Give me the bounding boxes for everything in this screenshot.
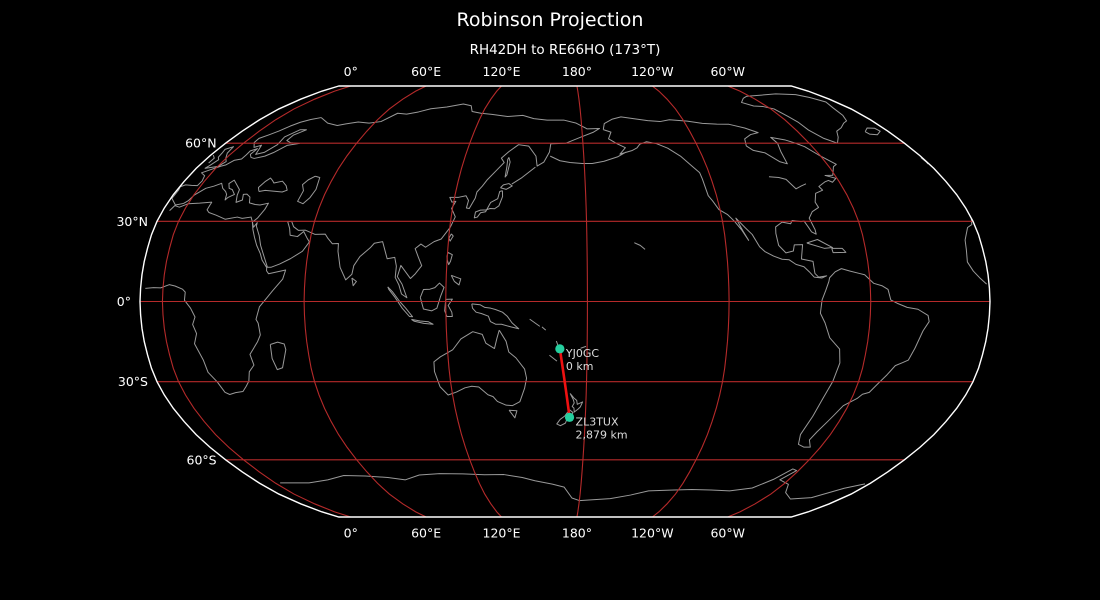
lat-tick-label: 0° [117,294,131,309]
station-callsign-label: ZL3TUX [576,415,619,428]
station-distance-label: 0 km [566,360,594,373]
lat-tick-label: 60°S [187,452,217,467]
lon-tick-label-top: 180° [562,64,592,79]
station-marker [564,412,575,422]
station-callsign-label: YJ0GC [565,347,599,360]
lon-tick-label-top: 120°W [631,64,673,79]
lon-tick-label-top: 120°E [483,64,521,79]
great-circle-path [558,347,571,419]
plot-subtitle: RH42DH to RE66HO (173°T) [469,42,661,58]
plot-title: Robinson Projection [456,9,644,31]
lon-tick-label-bottom: 180° [562,526,592,541]
lon-tick-label-bottom: 60°E [411,526,441,541]
lon-tick-label-bottom: 120°W [631,526,673,541]
lon-tick-label-top: 0° [344,64,358,79]
map-outline [139,85,991,518]
lat-tick-label: 60°N [185,136,217,151]
lon-tick-label-bottom: 60°W [710,526,745,541]
station-distance-label: 2,879 km [576,428,628,441]
lat-tick-label: 30°S [118,374,148,389]
lon-tick-label-bottom: 0° [344,526,358,541]
lon-tick-label-bottom: 120°E [483,526,521,541]
coastlines [145,93,987,502]
station-marker [555,344,565,354]
lon-tick-label-top: 60°E [411,64,441,79]
lon-tick-label-top: 60°W [710,64,745,79]
lat-tick-label: 30°N [116,214,148,229]
